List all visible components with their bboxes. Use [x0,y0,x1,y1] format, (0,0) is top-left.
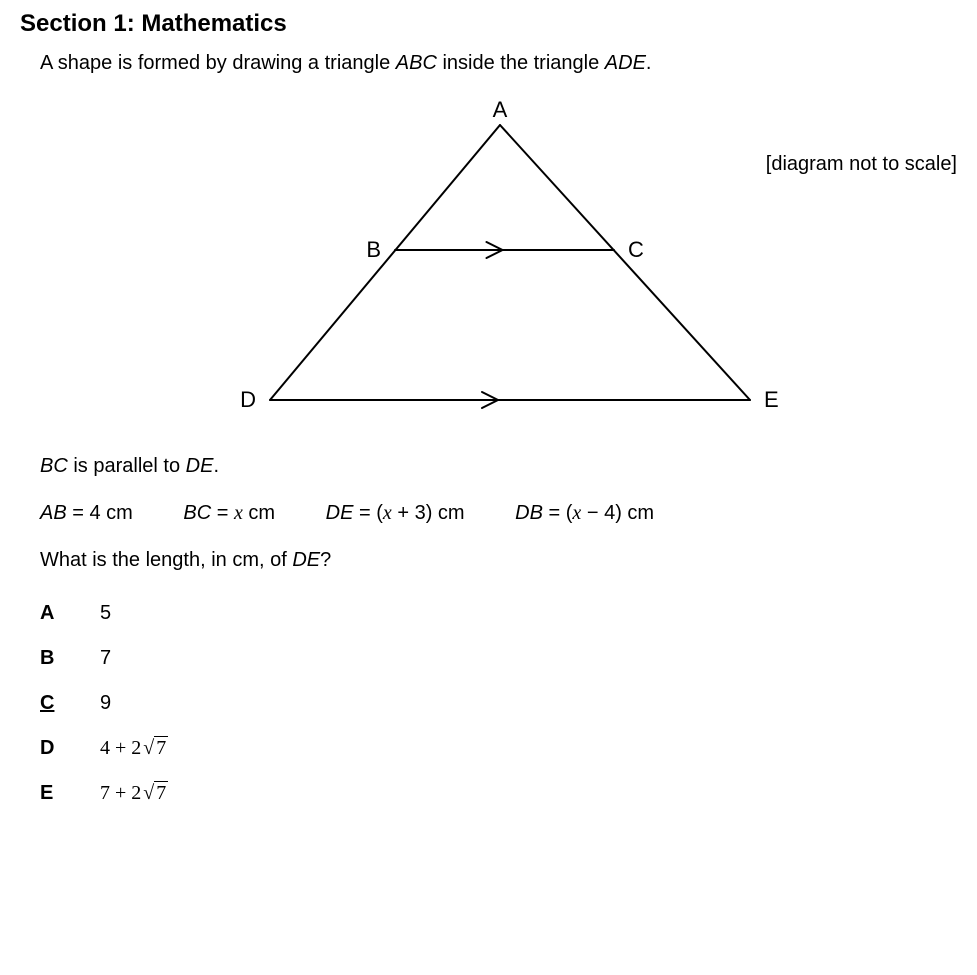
svg-text:C: C [628,237,644,262]
option-d-key: D [40,737,100,760]
intro-text: A shape is formed by drawing a triangle … [40,52,957,75]
given-bc-unit: cm [243,502,275,524]
option-d-prefix: 4 + 2 [100,737,141,759]
parallel-mid: is parallel to [68,455,186,477]
given-de-x: x [383,502,392,524]
intro-prefix: A shape is formed by drawing a triangle [40,52,396,74]
option-c-key: C [40,692,100,715]
triangle-diagram: A B C D E [220,95,800,425]
parallel-suffix: . [213,455,219,477]
given-ab: AB = 4 cm [40,502,133,525]
option-c[interactable]: C 9 [40,692,957,715]
given-db: DB = (x − 4) cm [515,502,654,525]
given-de-eq: = ( [353,502,382,524]
option-d-value: 4 + 2√7 [100,737,168,760]
diagram-container: [diagram not to scale] ABCDE [40,95,957,435]
intro-triangle-ade: ADE [605,52,646,74]
question-text: What is the length, in cm, of DE? [40,549,957,572]
option-e-prefix: 7 + 2 [100,782,141,804]
svg-text:B: B [366,237,381,262]
svg-text:E: E [764,387,779,412]
svg-text:D: D [240,387,256,412]
given-de-lhs: DE [326,502,354,524]
option-a-value: 5 [100,602,111,625]
given-bc: BC = x cm [183,502,275,525]
option-a[interactable]: A 5 [40,602,957,625]
option-e-value: 7 + 2√7 [100,782,168,805]
parallel-de: DE [186,455,214,477]
option-e-radicand: 7 [154,781,168,804]
given-bc-x: x [234,502,243,524]
given-de-rest: + 3) cm [392,502,465,524]
given-ab-lhs: AB [40,502,67,524]
given-measurements: AB = 4 cm BC = x cm DE = (x + 3) cm DB =… [40,502,957,525]
svg-text:A: A [493,97,508,122]
question-prefix: What is the length, in cm, of [40,549,292,571]
option-a-key: A [40,602,100,625]
section-title: Section 1: Mathematics [20,10,957,38]
option-d[interactable]: D 4 + 2√7 [40,737,957,760]
given-bc-eq: = [211,502,234,524]
option-b-key: B [40,647,100,670]
question-de: DE [292,549,320,571]
sqrt-icon: √7 [141,782,168,805]
intro-triangle-abc: ABC [396,52,437,74]
option-e[interactable]: E 7 + 2√7 [40,782,957,805]
given-db-lhs: DB [515,502,543,524]
given-bc-lhs: BC [183,502,211,524]
intro-suffix: . [646,52,652,74]
given-ab-rhs: = 4 cm [67,502,133,524]
given-db-x: x [572,502,581,524]
option-b[interactable]: B 7 [40,647,957,670]
sqrt-icon: √7 [141,737,168,760]
given-db-eq: = ( [543,502,572,524]
option-e-key: E [40,782,100,805]
parallel-statement: BC is parallel to DE. [40,455,957,478]
option-c-value: 9 [100,692,111,715]
given-db-rest: − 4) cm [581,502,654,524]
given-de: DE = (x + 3) cm [326,502,465,525]
question-suffix: ? [320,549,331,571]
parallel-bc: BC [40,455,68,477]
option-b-value: 7 [100,647,111,670]
intro-mid: inside the triangle [437,52,605,74]
option-d-radicand: 7 [154,736,168,759]
answer-options: A 5 B 7 C 9 D 4 + 2√7 E 7 + 2√7 [40,602,957,805]
